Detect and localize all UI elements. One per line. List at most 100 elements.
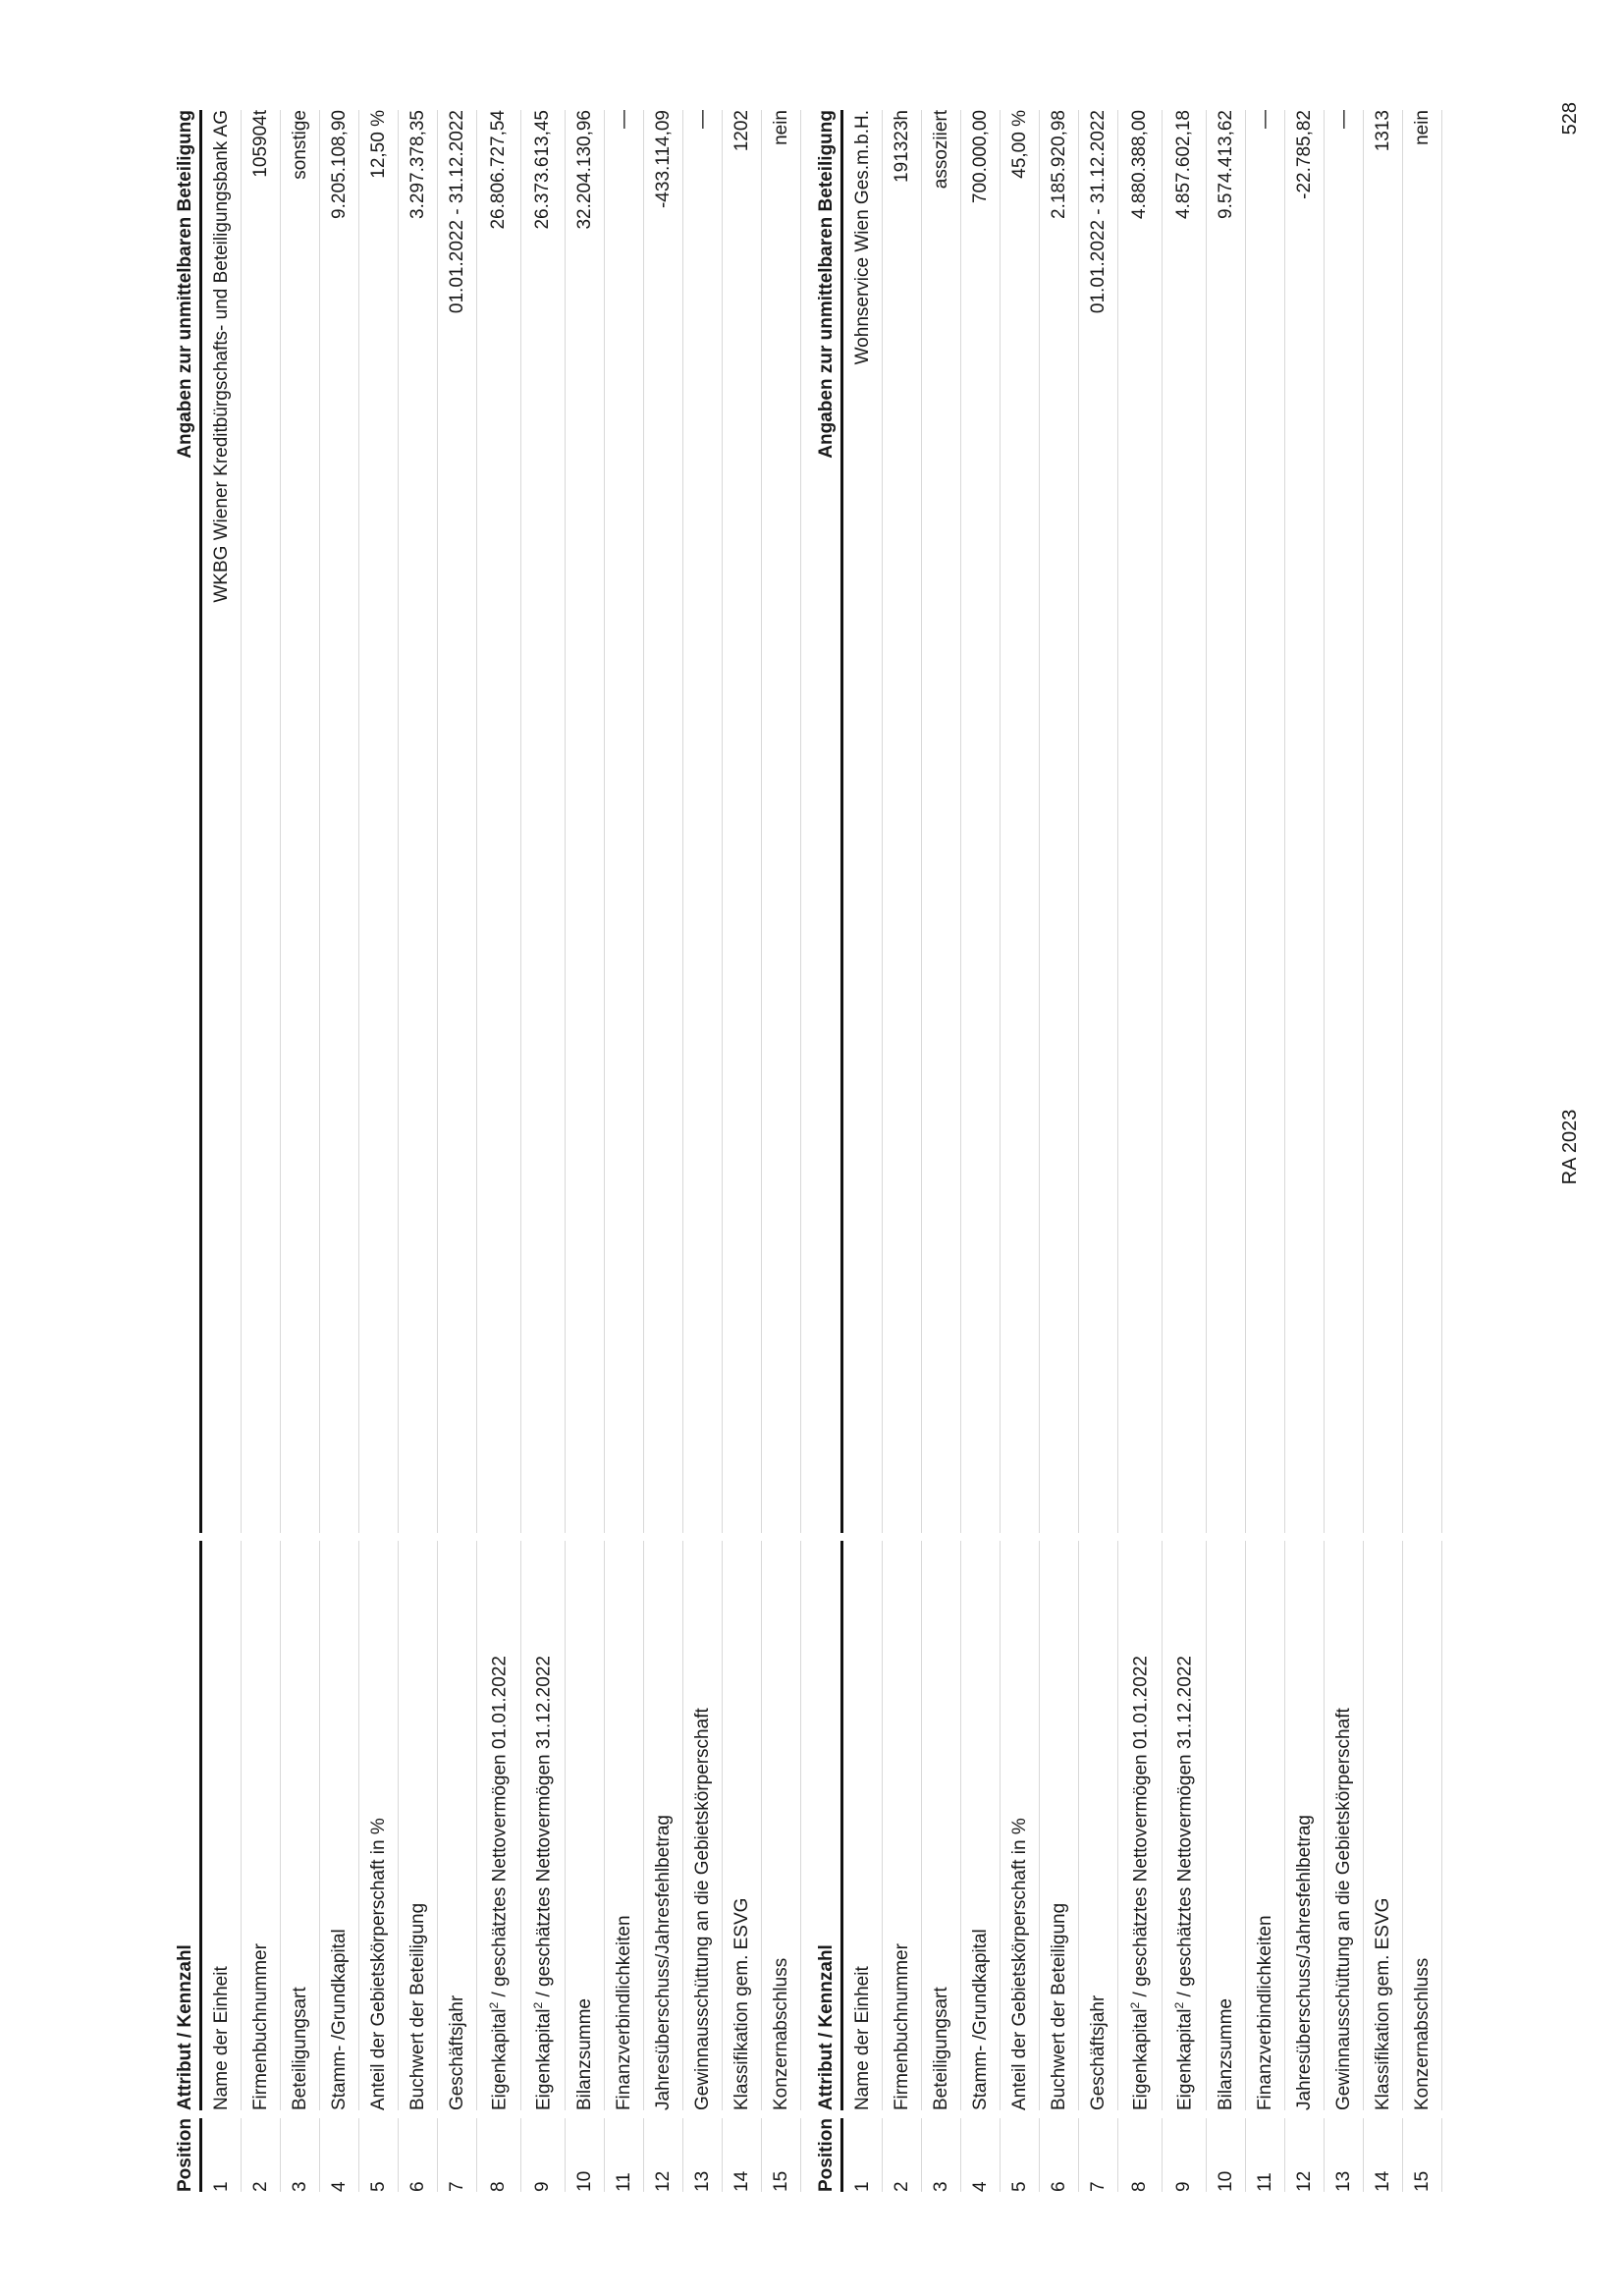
table-row: 2 Firmenbuchnummer 191323h [883, 110, 922, 2192]
row-position: 8 [477, 2118, 521, 2192]
table-row: 3 Beteiligungsart sonstige [281, 110, 320, 2192]
table-row: 10 Bilanzsumme 32.204.130,96 [566, 110, 605, 2192]
row-value: nein [1403, 110, 1442, 1534]
row-position: 7 [438, 2118, 477, 2192]
row-value: — [605, 110, 644, 1534]
row-position: 15 [762, 2118, 801, 2192]
row-attribute: Firmenbuchnummer [883, 1541, 922, 2111]
row-value: Wohnservice Wien Ges.m.b.H. [843, 110, 883, 1534]
row-position: 9 [1163, 2118, 1207, 2192]
table-row: 14 Klassifikation gem. ESVG 1313 [1364, 110, 1403, 2192]
table-row: 9 Eigenkapital2 / geschätztes Nettovermög… [1163, 110, 1207, 2192]
row-attribute: Anteil der Gebietskörperschaft in % [359, 1541, 399, 2111]
attribute-label: Jahresüberschuss/Jahresfehlbetrag [652, 1815, 674, 2111]
attribute-label-rest: / geschätztes Nettovermögen 01.01.2022 [1130, 1656, 1152, 2002]
attribute-label: Name der Einheit [210, 1966, 232, 2111]
row-value: 1202 [723, 110, 762, 1534]
table-row: 13 Gewinnausschüttung an die Gebietskörpe… [683, 110, 723, 2192]
row-value: 1313 [1364, 110, 1403, 1534]
attribute-label: Klassifikation gem. ESVG [1372, 1897, 1393, 2111]
row-value: 32.204.130,96 [566, 110, 605, 1534]
row-position: 10 [566, 2118, 605, 2192]
page-number: 528 [1559, 102, 1581, 136]
row-value: WKBG Wiener Kreditbürgschafts- und Betei… [202, 110, 242, 1534]
row-attribute: Klassifikation gem. ESVG [723, 1541, 762, 2111]
table-row: 8 Eigenkapital2 / geschätztes Nettovermög… [1118, 110, 1163, 2192]
row-attribute: Beteiligungsart [922, 1541, 961, 2111]
row-position: 4 [961, 2118, 1001, 2192]
row-position: 6 [399, 2118, 438, 2192]
attribute-label: Firmenbuchnummer [249, 1943, 271, 2111]
row-value: sonstige [281, 110, 320, 1534]
row-attribute: Stamm- /Grundkapital [320, 1541, 359, 2111]
row-position: 1 [202, 2118, 242, 2192]
row-value: — [1325, 110, 1364, 1534]
attribute-label: Eigenkapital [1174, 2008, 1196, 2111]
table-row: 10 Bilanzsumme 9.574.413,62 [1207, 110, 1246, 2192]
row-attribute: Klassifikation gem. ESVG [1364, 1541, 1403, 2111]
row-position: 11 [1246, 2118, 1285, 2192]
footnote-ref: 2 [530, 2001, 545, 2009]
row-value: 191323h [883, 110, 922, 1534]
attribute-label: Geschäftsjahr [446, 1994, 467, 2111]
table-row: 13 Gewinnausschüttung an die Gebietskörpe… [1325, 110, 1364, 2192]
row-value: — [1246, 110, 1285, 1534]
row-value: 26.806.727,54 [477, 110, 521, 1534]
row-attribute: Jahresüberschuss/Jahresfehlbetrag [644, 1541, 683, 2111]
table-row: 8 Eigenkapital2 / geschätztes Nettovermög… [477, 110, 521, 2192]
table-row: 15 Konzernabschluss nein [1403, 110, 1442, 2192]
table-row: 12 Jahresüberschuss/Jahresfehlbetrag -22.7… [1285, 110, 1325, 2192]
attribute-label: Klassifikation gem. ESVG [731, 1897, 752, 2111]
row-attribute: Name der Einheit [843, 1541, 883, 2111]
attribute-label: Eigenkapital [489, 2008, 511, 2111]
row-attribute: Jahresüberschuss/Jahresfehlbetrag [1285, 1541, 1325, 2111]
attribute-label: Finanzverbindlichkeiten [613, 1915, 634, 2111]
row-value: 9.205.108,90 [320, 110, 359, 1534]
row-position: 13 [1325, 2118, 1364, 2192]
attribute-label: Anteil der Gebietskörperschaft in % [367, 1818, 389, 2111]
attribute-label: Bilanzsumme [1215, 1998, 1236, 2111]
row-value: assoziiert [922, 110, 961, 1534]
table-row: 11 Finanzverbindlichkeiten — [605, 110, 644, 2192]
footnote-ref: 2 [486, 2001, 501, 2009]
header-position: Position [171, 2118, 202, 2192]
row-value: 01.01.2022 - 31.12.2022 [1079, 110, 1118, 1534]
row-position: 9 [521, 2118, 566, 2192]
table-row: 15 Konzernabschluss nein [762, 110, 801, 2192]
footnote-ref: 2 [1171, 2001, 1186, 2009]
row-position: 12 [644, 2118, 683, 2192]
row-attribute: Stamm- /Grundkapital [961, 1541, 1001, 2111]
attribute-label: Buchwert der Beteiligung [1048, 1902, 1069, 2111]
row-position: 5 [359, 2118, 399, 2192]
row-value: 01.01.2022 - 31.12.2022 [438, 110, 477, 1534]
attribute-label-rest: / geschätztes Nettovermögen 01.01.2022 [489, 1656, 511, 2002]
row-value: 4.880.388,00 [1118, 110, 1163, 1534]
table-row: 1 Name der Einheit WKBG Wiener Kreditbürgs… [202, 110, 242, 2192]
attribute-label: Buchwert der Beteiligung [406, 1902, 428, 2111]
attribute-label: Beteiligungsart [289, 1987, 310, 2111]
row-value: -433.114,09 [644, 110, 683, 1534]
row-value: nein [762, 110, 801, 1534]
row-position: 4 [320, 2118, 359, 2192]
table-row: 12 Jahresüberschuss/Jahresfehlbetrag -433.… [644, 110, 683, 2192]
table-row: 2 Firmenbuchnummer 105904t [242, 110, 281, 2192]
attribute-label: Gewinnausschüttung an die Gebietskörpers… [1332, 1708, 1354, 2111]
row-position: 12 [1285, 2118, 1325, 2192]
row-attribute: Geschäftsjahr [1079, 1541, 1118, 2111]
row-attribute: Geschäftsjahr [438, 1541, 477, 2111]
row-position: 15 [1403, 2118, 1442, 2192]
row-attribute: Gewinnausschüttung an die Gebietskörpers… [1325, 1541, 1364, 2111]
attribute-label: Stamm- /Grundkapital [969, 1929, 991, 2111]
attribute-label: Finanzverbindlichkeiten [1254, 1915, 1275, 2111]
row-attribute: Bilanzsumme [566, 1541, 605, 2111]
row-attribute: Konzernabschluss [1403, 1541, 1442, 2111]
table-row: 11 Finanzverbindlichkeiten — [1246, 110, 1285, 2192]
attribute-label: Firmenbuchnummer [891, 1943, 912, 2111]
row-position: 3 [281, 2118, 320, 2192]
table-row: 1 Name der Einheit Wohnservice Wien Ges.m.… [843, 110, 883, 2192]
header-value: Angaben zur unmittelbaren Beteiligung [171, 110, 202, 1534]
table-row: 6 Buchwert der Beteiligung 3.297.378,35 [399, 110, 438, 2192]
footnote-ref: 2 [1127, 2001, 1142, 2009]
table-row: 6 Buchwert der Beteiligung 2.185.920,98 [1040, 110, 1079, 2192]
